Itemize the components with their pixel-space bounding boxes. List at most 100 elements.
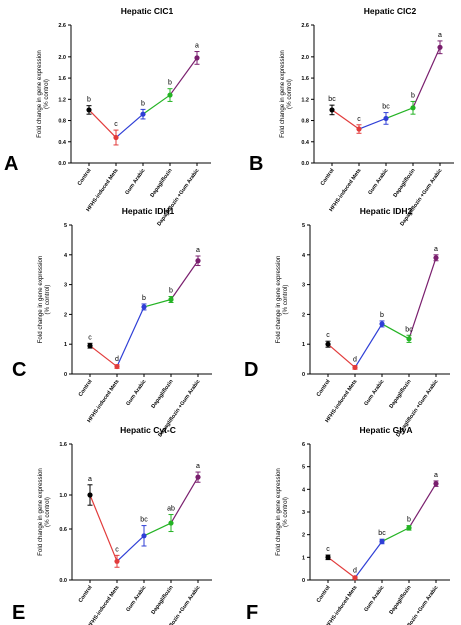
- data-point: [141, 533, 147, 539]
- series-segment: [327, 343, 356, 368]
- series-segment: [89, 494, 118, 562]
- data-point: [437, 44, 443, 50]
- significance-label: c: [326, 546, 330, 553]
- y-tick-label: 2.0: [58, 55, 66, 61]
- series-segment: [142, 94, 171, 115]
- data-point: [379, 538, 385, 545]
- x-category-label: Dapagliflozin: [149, 168, 173, 199]
- y-tick-label: 0.8: [58, 119, 66, 125]
- y-tick-label: 5: [302, 223, 305, 229]
- data-point: [325, 554, 331, 560]
- y-axis-label-line2: (% control): [286, 79, 293, 109]
- significance-label: bc: [382, 104, 390, 111]
- x-category-label: Dapagliflozin: [150, 585, 174, 616]
- x-category-label: Dapagliflozin: [388, 585, 412, 616]
- x-category-label: Gum Arabic: [367, 168, 389, 196]
- chart-title: Hepatic Cyt-C: [120, 425, 176, 435]
- significance-label: b: [87, 97, 91, 104]
- y-axis-label: Fold change in gene expression(% control…: [275, 255, 289, 343]
- significance-label: b: [380, 312, 384, 319]
- series-segment: [381, 323, 410, 340]
- significance-label: b: [168, 80, 172, 87]
- y-tick-label: 3: [302, 283, 305, 289]
- significance-label: d: [353, 357, 357, 364]
- series-segment: [116, 535, 145, 562]
- x-category-label: Gum Arabic: [363, 379, 385, 407]
- series-segment: [408, 257, 437, 340]
- x-category-label: HFHS-induced Mets: [329, 168, 363, 213]
- significance-label: b: [169, 288, 173, 295]
- y-tick-label: 3: [64, 283, 67, 289]
- significance-label: d: [115, 356, 119, 363]
- series-segment: [170, 260, 199, 300]
- data-point: [352, 364, 358, 371]
- data-point: [140, 111, 146, 117]
- y-tick-label: 0.4: [301, 140, 310, 146]
- x-category-label: Dapagliflozin +Gum Arabic: [157, 585, 201, 625]
- data-point: [114, 558, 120, 564]
- data-point: [168, 296, 174, 303]
- x-category-label: Control: [78, 584, 94, 604]
- x-category-label: Gum Arabic: [363, 585, 385, 613]
- significance-label: c: [357, 116, 361, 123]
- series-segment: [89, 345, 118, 368]
- significance-label: b: [142, 295, 146, 302]
- data-point: [356, 126, 362, 132]
- x-category-label: Dapagliflozin: [392, 168, 416, 199]
- y-tick-label: 0: [302, 578, 305, 584]
- panel-b: B Hepatic ClC2 Fold change in gene express…: [249, 6, 454, 227]
- y-tick-label: 1.6: [59, 442, 67, 448]
- y-tick-label: 2.6: [58, 23, 66, 29]
- y-tick-label: 0.0: [59, 578, 67, 584]
- significance-label: a: [196, 247, 200, 254]
- significance-label: c: [326, 332, 330, 339]
- y-tick-label: 1.0: [59, 493, 67, 499]
- chart-title: Hepatic GlyA: [360, 425, 413, 435]
- x-category-label: Dapagliflozin: [150, 379, 174, 410]
- x-category-label: HFHS-induced Mets: [86, 168, 120, 213]
- data-point: [195, 474, 201, 480]
- data-point: [167, 92, 173, 98]
- series-segment: [358, 117, 387, 130]
- y-tick-label: 1.2: [58, 97, 66, 103]
- panel-label: D: [244, 359, 258, 381]
- y-axis-label-line2: (% control): [43, 79, 50, 109]
- significance-label: b: [141, 100, 145, 107]
- y-tick-label: 2: [302, 312, 305, 318]
- y-tick-label: 1: [302, 342, 305, 348]
- y-tick-label: 1.2: [301, 97, 309, 103]
- significance-label: a: [434, 472, 438, 479]
- data-point: [329, 107, 335, 113]
- data-point: [433, 481, 439, 487]
- data-point: [168, 520, 174, 526]
- panel-label: C: [12, 359, 26, 381]
- significance-label: a: [438, 32, 442, 39]
- significance-label: a: [196, 463, 200, 470]
- x-category-label: Control: [78, 378, 94, 398]
- y-axis-label: Fold change in gene expression(% control…: [37, 468, 51, 556]
- y-axis-label-line1: Fold change in gene expression: [275, 255, 282, 343]
- x-category-label: HFHS-induced Mets: [325, 379, 359, 424]
- series-segment: [381, 527, 410, 543]
- data-point: [433, 255, 439, 261]
- data-point: [406, 525, 412, 531]
- y-tick-label: 0.6: [59, 527, 67, 533]
- panel-label: F: [246, 602, 258, 624]
- series-segment: [88, 109, 117, 138]
- data-point: [410, 105, 416, 111]
- x-category-label: Gum Arabic: [125, 585, 147, 613]
- y-axis-label-line1: Fold change in gene expression: [37, 468, 44, 556]
- significance-label: bc: [328, 96, 336, 103]
- y-tick-label: 6: [302, 442, 305, 448]
- y-tick-label: 0.8: [301, 119, 309, 125]
- y-axis-label-line1: Fold change in gene expression: [275, 468, 282, 556]
- significance-label: c: [88, 334, 92, 341]
- series-segment: [116, 306, 145, 367]
- y-tick-label: 1.6: [58, 76, 66, 82]
- series-segment: [169, 57, 198, 96]
- data-point: [406, 336, 412, 342]
- y-tick-label: 1.6: [301, 76, 309, 82]
- x-category-label: Control: [316, 378, 332, 398]
- y-axis-label-line1: Fold change in gene expression: [36, 50, 43, 138]
